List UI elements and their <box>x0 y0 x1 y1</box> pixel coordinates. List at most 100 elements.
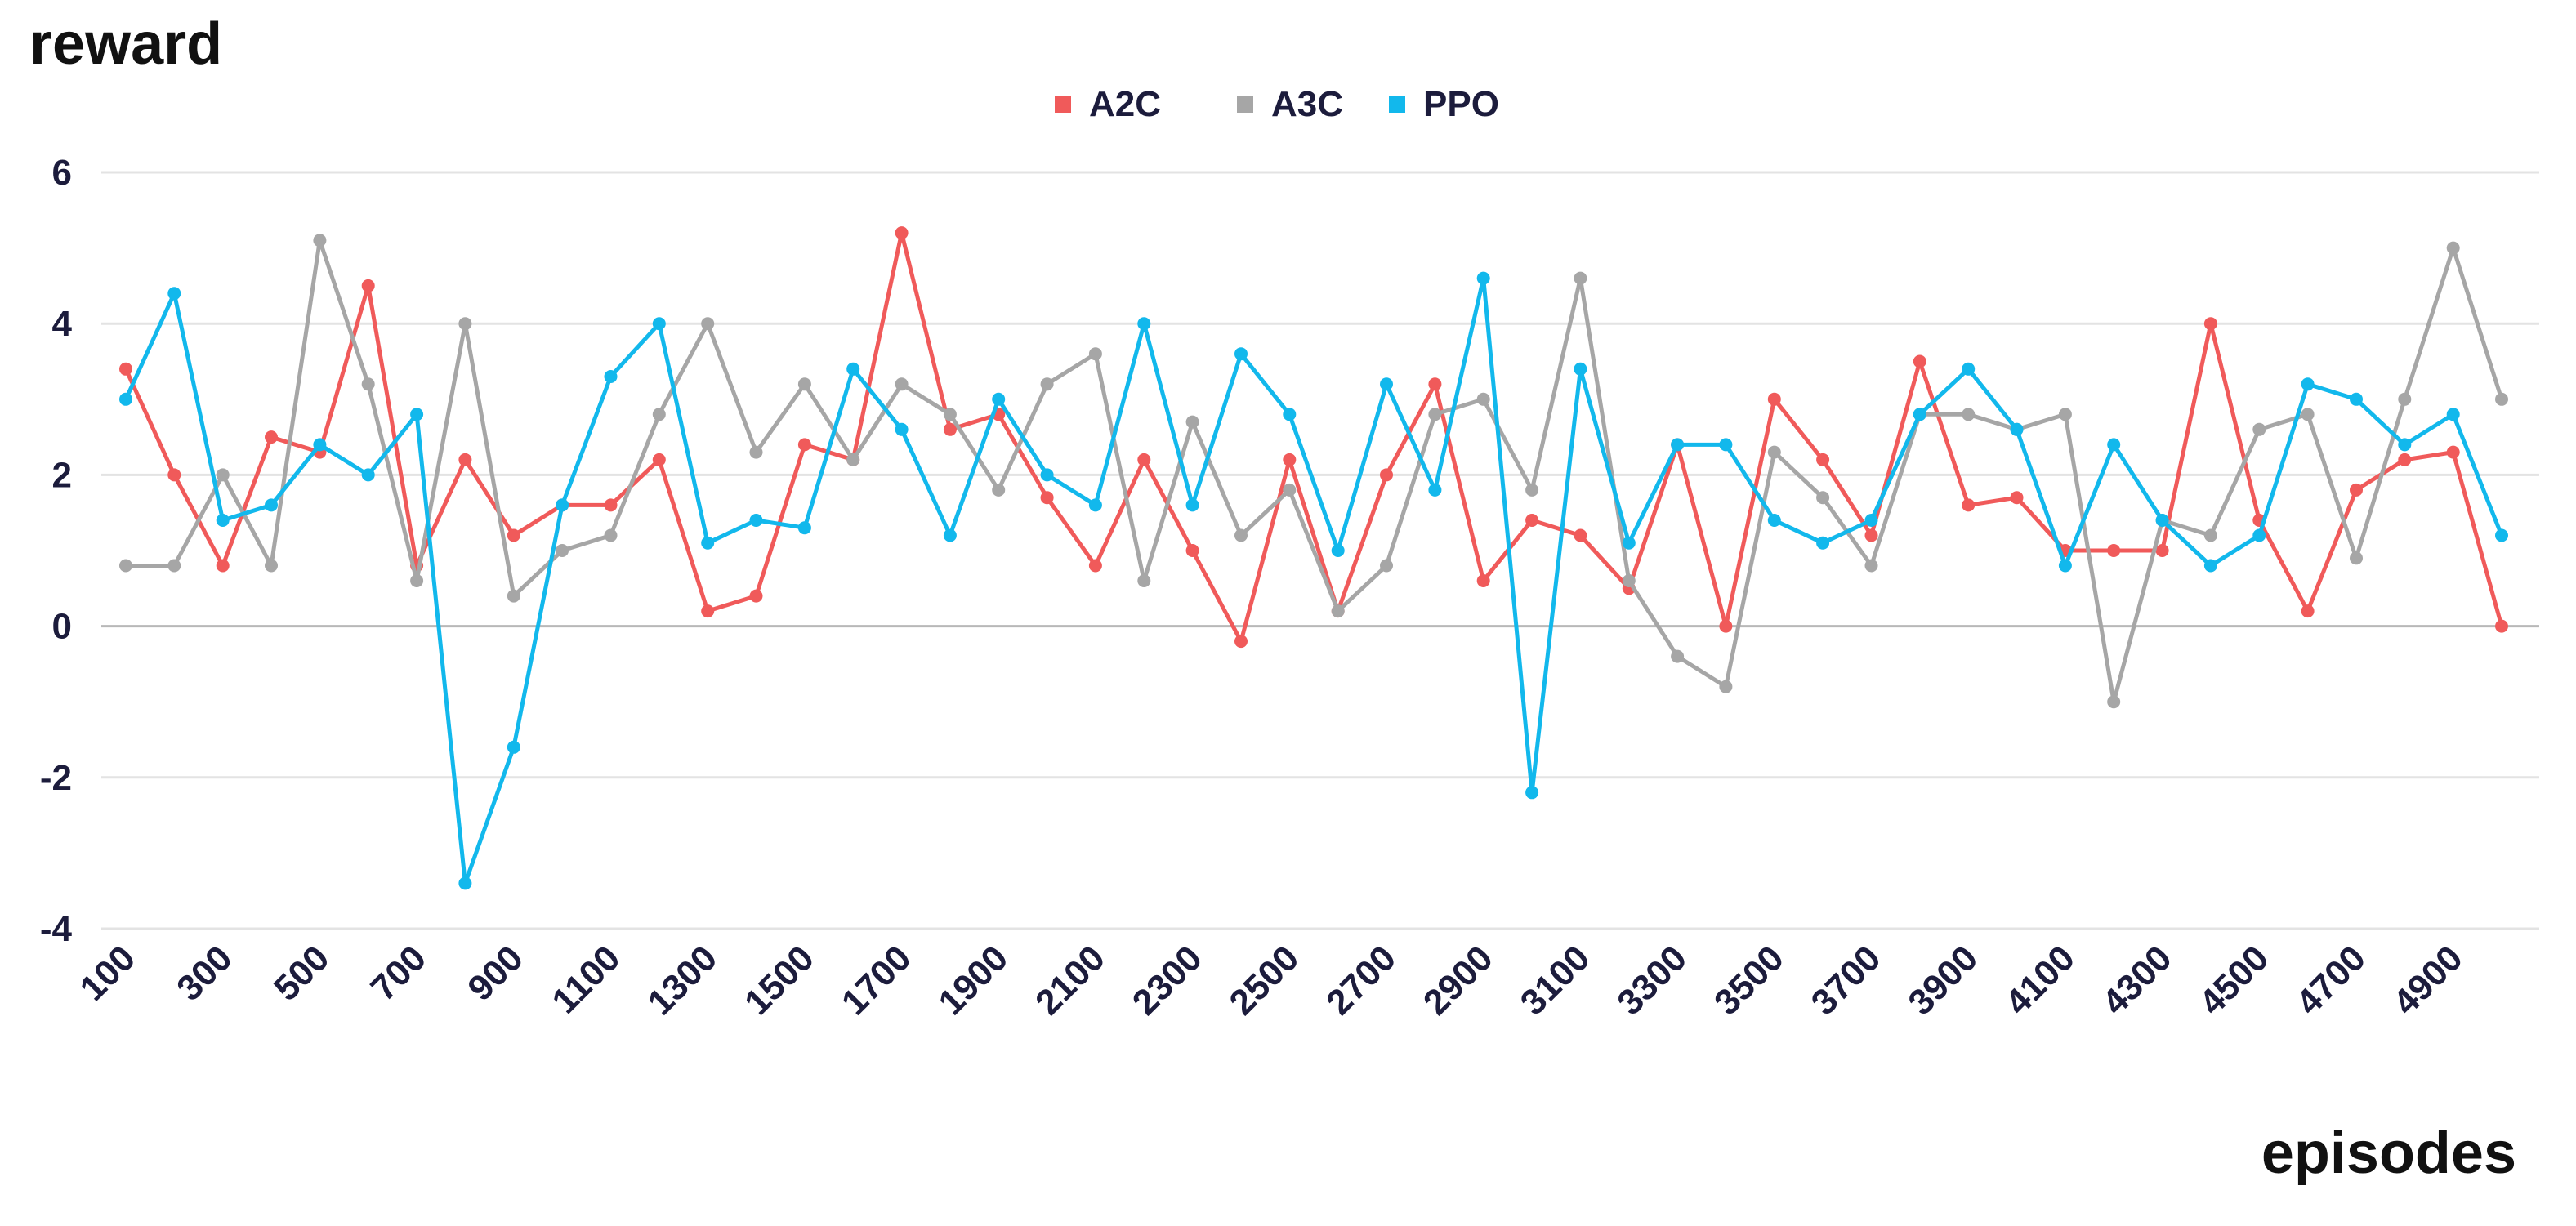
data-point-a2c[interactable] <box>1913 354 1926 368</box>
data-point-a3c[interactable] <box>2350 551 2363 565</box>
data-point-ppo[interactable] <box>1816 536 1830 550</box>
data-point-a3c[interactable] <box>1525 483 1539 497</box>
data-point-a3c[interactable] <box>797 377 811 391</box>
data-point-a2c[interactable] <box>895 226 909 240</box>
data-point-a3c[interactable] <box>1185 415 1199 429</box>
data-point-a2c[interactable] <box>361 279 375 292</box>
data-point-ppo[interactable] <box>1331 544 1345 557</box>
legend-item-ppo[interactable]: PPO <box>1389 84 1499 124</box>
data-point-ppo[interactable] <box>1234 347 1248 361</box>
data-point-a3c[interactable] <box>2446 241 2460 255</box>
data-point-a3c[interactable] <box>1671 649 1685 663</box>
data-point-a2c[interactable] <box>1283 453 1297 466</box>
data-point-a2c[interactable] <box>1719 619 1733 633</box>
data-point-a3c[interactable] <box>846 453 860 466</box>
data-point-a2c[interactable] <box>458 453 472 466</box>
data-point-ppo[interactable] <box>2203 559 2217 573</box>
data-point-ppo[interactable] <box>2010 422 2024 436</box>
data-point-a2c[interactable] <box>1428 377 1442 391</box>
data-point-a3c[interactable] <box>1962 408 1976 421</box>
data-point-ppo[interactable] <box>652 317 666 331</box>
data-point-a3c[interactable] <box>1040 377 1054 391</box>
data-point-ppo[interactable] <box>2107 438 2121 452</box>
data-point-a2c[interactable] <box>507 528 520 542</box>
data-point-a2c[interactable] <box>1088 559 1102 573</box>
legend-item-a2c[interactable]: A2C <box>1055 84 1161 124</box>
data-point-a3c[interactable] <box>895 377 909 391</box>
data-point-ppo[interactable] <box>167 287 181 301</box>
data-point-a3c[interactable] <box>556 544 569 557</box>
data-point-ppo[interactable] <box>895 422 909 436</box>
data-point-a2c[interactable] <box>652 453 666 466</box>
data-point-a2c[interactable] <box>1380 468 1393 482</box>
data-point-a2c[interactable] <box>119 362 132 376</box>
data-point-a3c[interactable] <box>1331 604 1345 618</box>
data-point-a3c[interactable] <box>1380 559 1393 573</box>
data-point-ppo[interactable] <box>1283 408 1297 421</box>
data-point-ppo[interactable] <box>2350 392 2363 406</box>
data-point-ppo[interactable] <box>1476 271 1490 285</box>
data-point-ppo[interactable] <box>749 514 763 527</box>
data-point-a3c[interactable] <box>1283 483 1297 497</box>
data-point-ppo[interactable] <box>2252 528 2266 542</box>
data-point-a2c[interactable] <box>1864 528 1878 542</box>
data-point-a3c[interactable] <box>1622 574 1636 587</box>
data-point-a3c[interactable] <box>119 559 132 573</box>
data-point-a2c[interactable] <box>2301 604 2315 618</box>
data-point-a3c[interactable] <box>1767 445 1781 459</box>
data-point-a3c[interactable] <box>1864 559 1878 573</box>
data-point-a2c[interactable] <box>943 422 957 436</box>
data-point-a2c[interactable] <box>1962 498 1976 512</box>
data-point-a2c[interactable] <box>2398 453 2412 466</box>
data-point-a3c[interactable] <box>2203 528 2217 542</box>
data-point-a3c[interactable] <box>1234 528 1248 542</box>
data-point-ppo[interactable] <box>1622 536 1636 550</box>
data-point-a2c[interactable] <box>2203 317 2217 331</box>
data-point-ppo[interactable] <box>2058 559 2072 573</box>
data-point-a3c[interactable] <box>458 317 472 331</box>
data-point-a2c[interactable] <box>1816 453 1830 466</box>
data-point-ppo[interactable] <box>2301 377 2315 391</box>
data-point-a3c[interactable] <box>652 408 666 421</box>
data-point-a3c[interactable] <box>1428 408 1442 421</box>
data-point-a3c[interactable] <box>216 468 230 482</box>
data-point-a2c[interactable] <box>1137 453 1151 466</box>
data-point-ppo[interactable] <box>1185 498 1199 512</box>
data-point-a3c[interactable] <box>1574 271 1587 285</box>
data-point-ppo[interactable] <box>2398 438 2412 452</box>
data-point-a3c[interactable] <box>507 589 520 603</box>
data-point-a3c[interactable] <box>167 559 181 573</box>
data-point-ppo[interactable] <box>410 408 424 421</box>
data-point-ppo[interactable] <box>1962 362 1976 376</box>
data-point-a2c[interactable] <box>167 468 181 482</box>
data-point-a3c[interactable] <box>2252 422 2266 436</box>
data-point-ppo[interactable] <box>507 740 520 754</box>
data-point-ppo[interactable] <box>992 392 1006 406</box>
data-point-a3c[interactable] <box>992 483 1006 497</box>
data-point-ppo[interactable] <box>797 521 811 535</box>
data-point-a3c[interactable] <box>2301 408 2315 421</box>
data-point-ppo[interactable] <box>2446 408 2460 421</box>
data-point-a3c[interactable] <box>943 408 957 421</box>
data-point-ppo[interactable] <box>1525 786 1539 800</box>
data-point-ppo[interactable] <box>1137 317 1151 331</box>
data-point-a2c[interactable] <box>797 438 811 452</box>
data-point-a3c[interactable] <box>701 317 715 331</box>
data-point-ppo[interactable] <box>458 876 472 890</box>
data-point-ppo[interactable] <box>556 498 569 512</box>
data-point-ppo[interactable] <box>1040 468 1054 482</box>
data-point-ppo[interactable] <box>361 468 375 482</box>
data-point-a2c[interactable] <box>701 604 715 618</box>
data-point-a3c[interactable] <box>2058 408 2072 421</box>
data-point-a3c[interactable] <box>1816 491 1830 505</box>
data-point-ppo[interactable] <box>216 514 230 527</box>
data-point-ppo[interactable] <box>1380 377 1393 391</box>
data-point-a3c[interactable] <box>265 559 278 573</box>
data-point-ppo[interactable] <box>1428 483 1442 497</box>
data-point-ppo[interactable] <box>2495 528 2508 542</box>
data-point-a2c[interactable] <box>2350 483 2363 497</box>
data-point-a3c[interactable] <box>361 377 375 391</box>
data-point-ppo[interactable] <box>1864 514 1878 527</box>
data-point-a3c[interactable] <box>1137 574 1151 587</box>
data-point-a3c[interactable] <box>2495 392 2508 406</box>
